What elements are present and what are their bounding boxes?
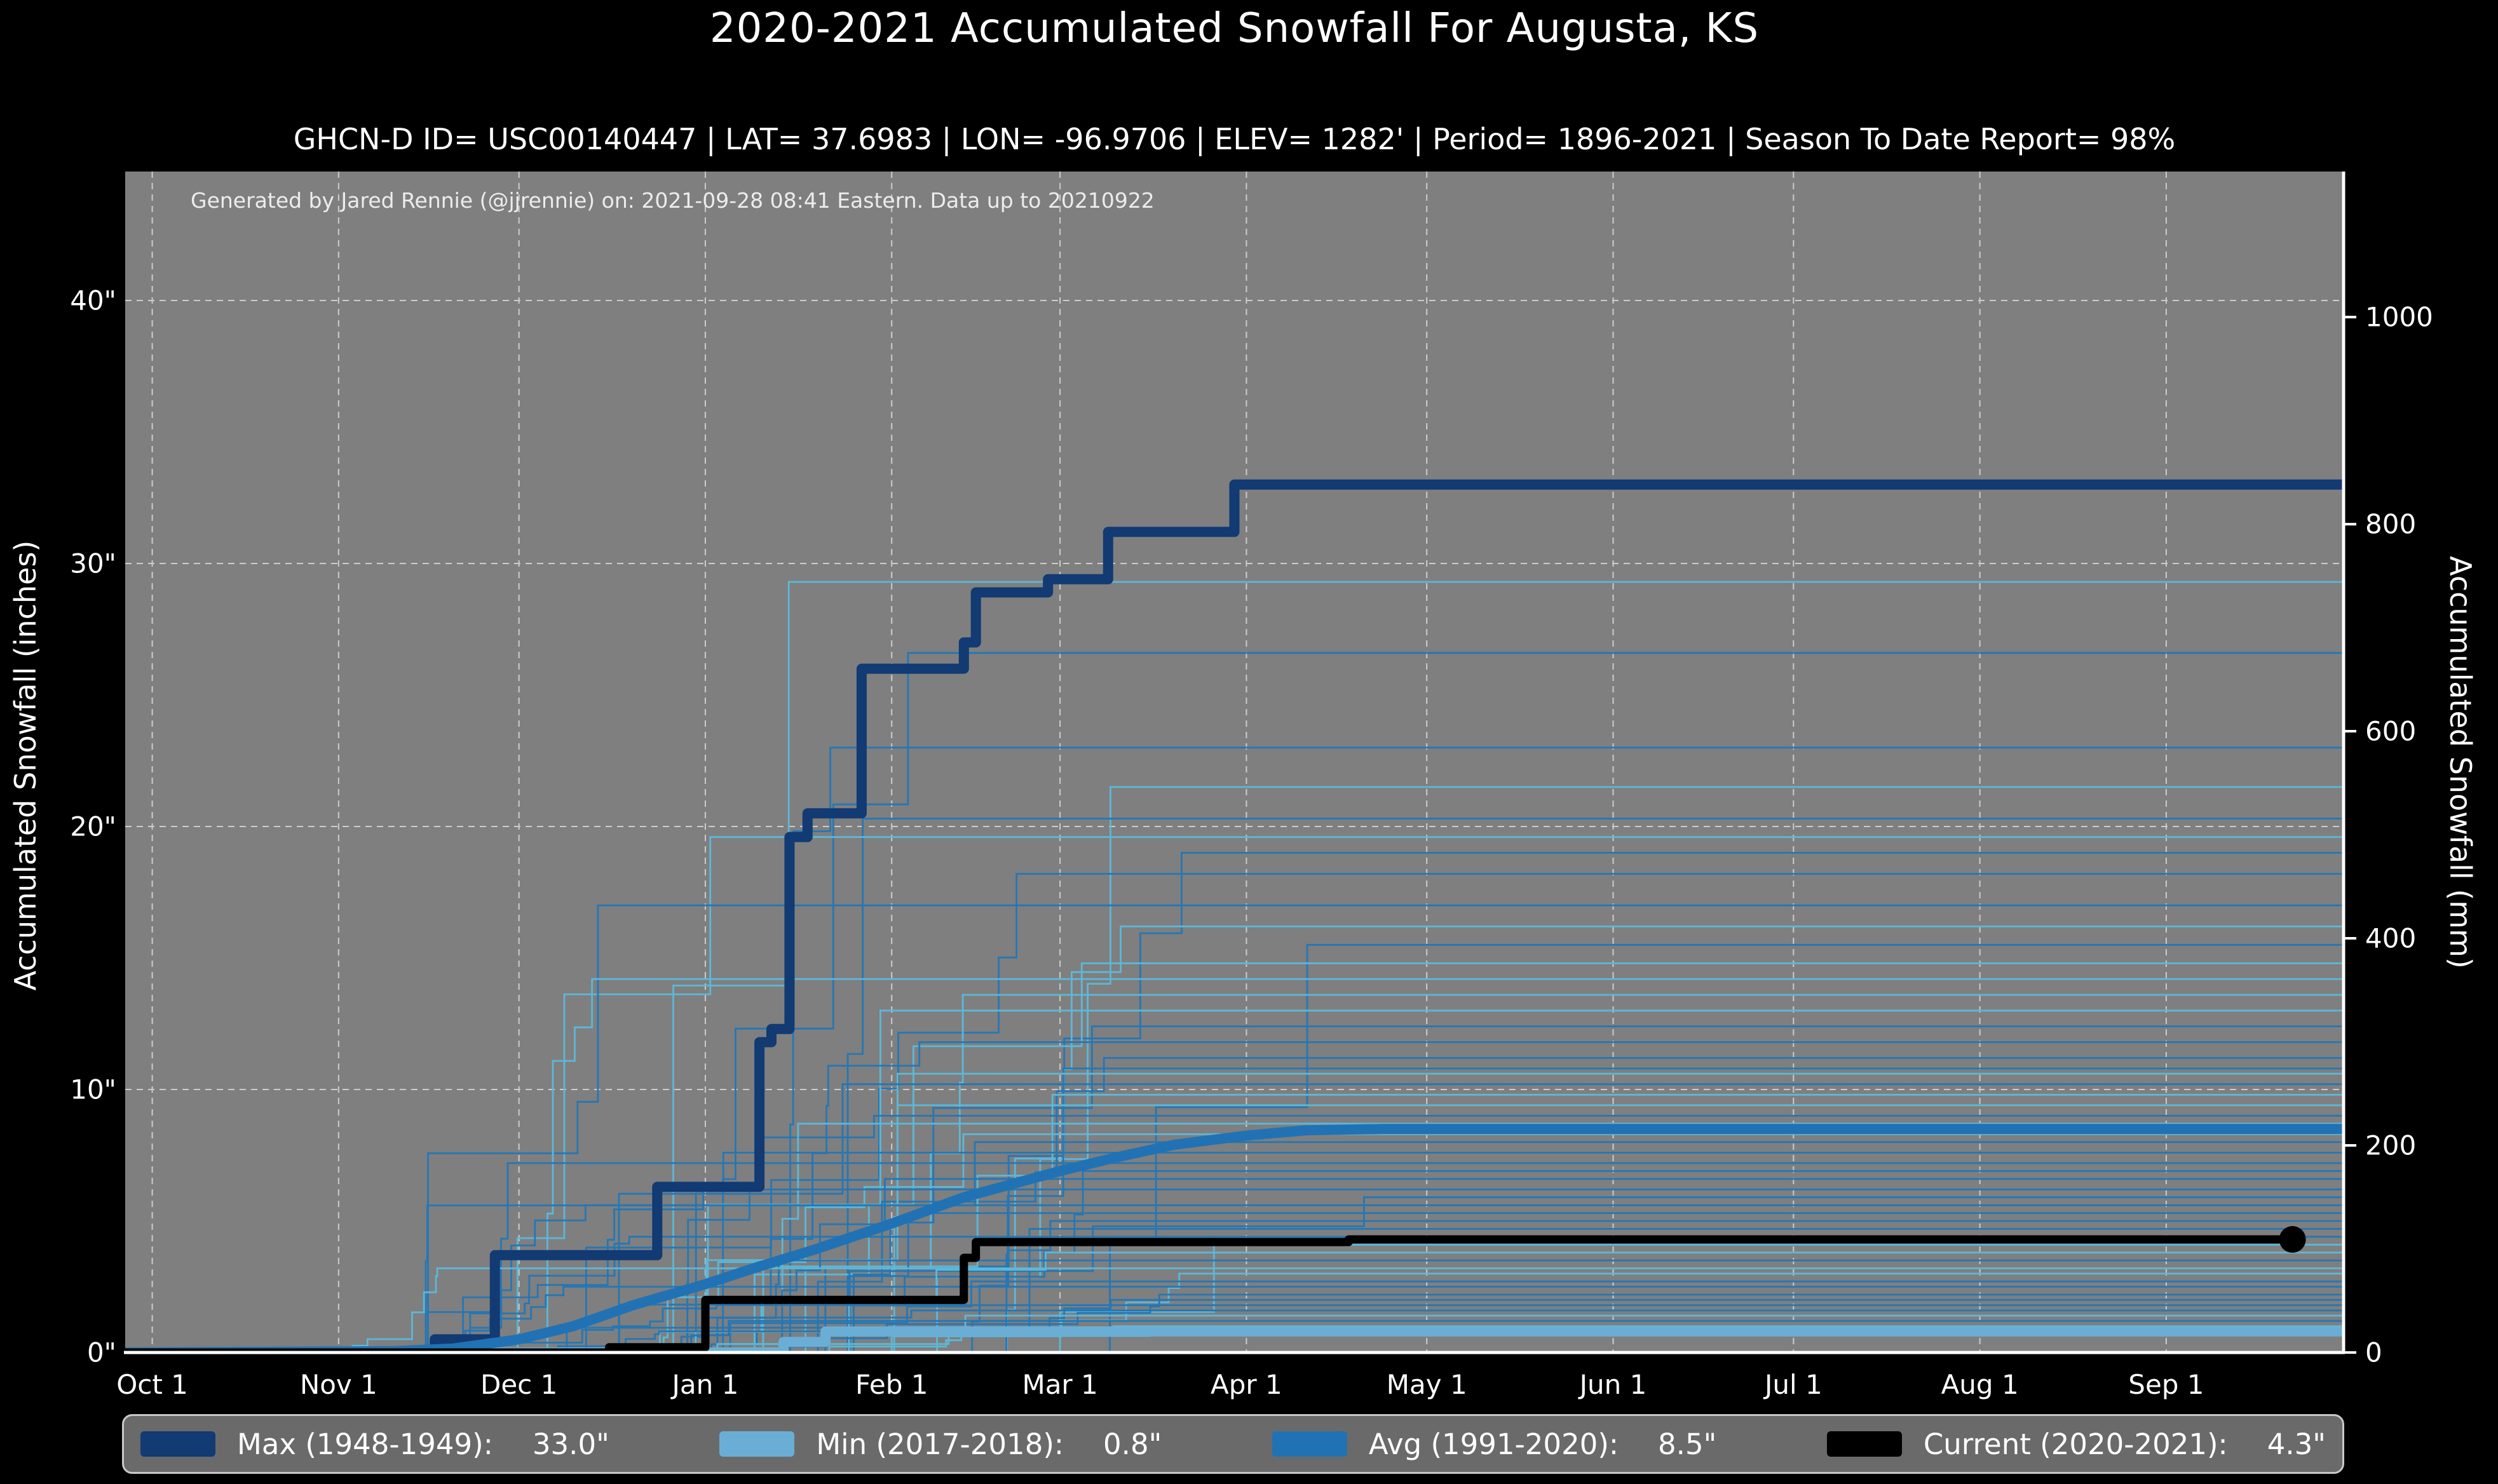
historical-line bbox=[125, 1272, 2344, 1352]
y-tick-label-mm: 0 bbox=[2365, 1337, 2382, 1368]
y-tick-label-mm: 200 bbox=[2365, 1130, 2417, 1161]
legend-swatch-max bbox=[140, 1431, 215, 1457]
legend-value-min: 0.8" bbox=[1103, 1427, 1162, 1461]
generated-by-annotation: Generated by Jared Rennie (@jjrennie) on… bbox=[191, 188, 1155, 213]
y-tick-label-inches: 10" bbox=[70, 1074, 116, 1105]
x-tick-label: Nov 1 bbox=[299, 1369, 377, 1400]
legend-entry-min: Min (2017-2018): 0.8" bbox=[719, 1427, 1162, 1461]
historical-line bbox=[125, 1212, 2344, 1352]
x-tick-label: Oct 1 bbox=[116, 1369, 188, 1400]
series-line-current bbox=[125, 1235, 2297, 1352]
historical-line bbox=[125, 978, 2344, 1352]
x-tick-label: May 1 bbox=[1386, 1369, 1467, 1400]
legend-swatch-min bbox=[719, 1431, 795, 1457]
x-tick-label: Dec 1 bbox=[480, 1369, 558, 1400]
legend-label-current: Current (2020-2021): bbox=[1923, 1427, 2228, 1461]
historical-line bbox=[125, 1083, 2344, 1352]
y-tick-label-mm: 600 bbox=[2365, 715, 2417, 747]
legend-entry-avg: Avg (1991-2020): 8.5" bbox=[1272, 1427, 1716, 1461]
historical-line bbox=[125, 1236, 2344, 1352]
chart-subtitle: GHCN-D ID= USC00140447 | LAT= 37.6983 | … bbox=[293, 122, 2176, 156]
axes-spines bbox=[124, 172, 2345, 1354]
plot-content bbox=[125, 172, 2344, 1352]
historical-line bbox=[125, 1267, 2344, 1352]
historical-line bbox=[125, 1025, 2344, 1352]
x-tick-label: Jul 1 bbox=[1764, 1369, 1823, 1400]
y-axis-label-inches: Accumulated Snowfall (inches) bbox=[8, 540, 43, 991]
series-line-max bbox=[125, 479, 2344, 1352]
y-tick-label-mm: 1000 bbox=[2365, 301, 2433, 333]
historical-line bbox=[125, 1319, 2344, 1352]
x-tick-label: Apr 1 bbox=[1211, 1369, 1282, 1400]
legend-label-min: Min (2017-2018): bbox=[816, 1427, 1064, 1461]
y-tick-label-inches: 20" bbox=[70, 811, 116, 842]
current-end-dot bbox=[2279, 1225, 2306, 1253]
historical-line bbox=[125, 818, 2344, 1352]
legend-value-avg: 8.5" bbox=[1658, 1427, 1717, 1461]
legend-value-current: 4.3" bbox=[2267, 1427, 2326, 1461]
right-axis-ticks bbox=[2344, 316, 2356, 1354]
legend-value-max: 33.0" bbox=[532, 1427, 609, 1461]
historical-line bbox=[125, 1228, 2344, 1352]
x-tick-label: Jun 1 bbox=[1579, 1369, 1647, 1400]
y-axis-label-mm: Accumulated Snowfall (mm) bbox=[2443, 556, 2478, 969]
historical-line bbox=[125, 836, 2344, 1352]
y-tick-label-inches: 40" bbox=[70, 285, 116, 316]
legend-label-max: Max (1948-1949): bbox=[237, 1427, 493, 1461]
historical-line bbox=[125, 873, 2344, 1352]
x-tick-label: Aug 1 bbox=[1941, 1369, 2019, 1400]
y-tick-label-inches: 30" bbox=[70, 548, 116, 579]
y-tick-label-mm: 400 bbox=[2365, 922, 2417, 954]
x-tick-label: Sep 1 bbox=[2128, 1369, 2204, 1400]
y-tick-label-mm: 800 bbox=[2365, 508, 2417, 540]
y-tick-label-inches: 0" bbox=[86, 1337, 116, 1368]
series-line-min bbox=[125, 1326, 2344, 1352]
legend: Max (1948-1949): 33.0" Min (2017-2018): … bbox=[122, 1414, 2344, 1474]
historical-line bbox=[125, 1056, 2344, 1352]
legend-entry-current: Current (2020-2021): 4.3" bbox=[1826, 1427, 2326, 1461]
historical-line bbox=[125, 1093, 2344, 1352]
legend-label-avg: Avg (1991-2020): bbox=[1368, 1427, 1619, 1461]
series-line-avg bbox=[125, 1124, 2344, 1352]
x-tick-label: Feb 1 bbox=[855, 1369, 928, 1400]
legend-entry-max: Max (1948-1949): 33.0" bbox=[140, 1427, 609, 1461]
x-tick-label: Jan 1 bbox=[672, 1369, 739, 1400]
chart-title: 2020-2021 Accumulated Snowfall For Augus… bbox=[709, 5, 1760, 52]
historical-line bbox=[125, 1298, 2344, 1352]
historical-line bbox=[125, 1152, 2344, 1352]
historical-line bbox=[125, 1243, 2344, 1352]
plot-area bbox=[125, 172, 2344, 1352]
legend-swatch-current bbox=[1826, 1431, 1902, 1457]
x-tick-label: Mar 1 bbox=[1022, 1369, 1098, 1400]
legend-swatch-avg bbox=[1272, 1431, 1347, 1457]
